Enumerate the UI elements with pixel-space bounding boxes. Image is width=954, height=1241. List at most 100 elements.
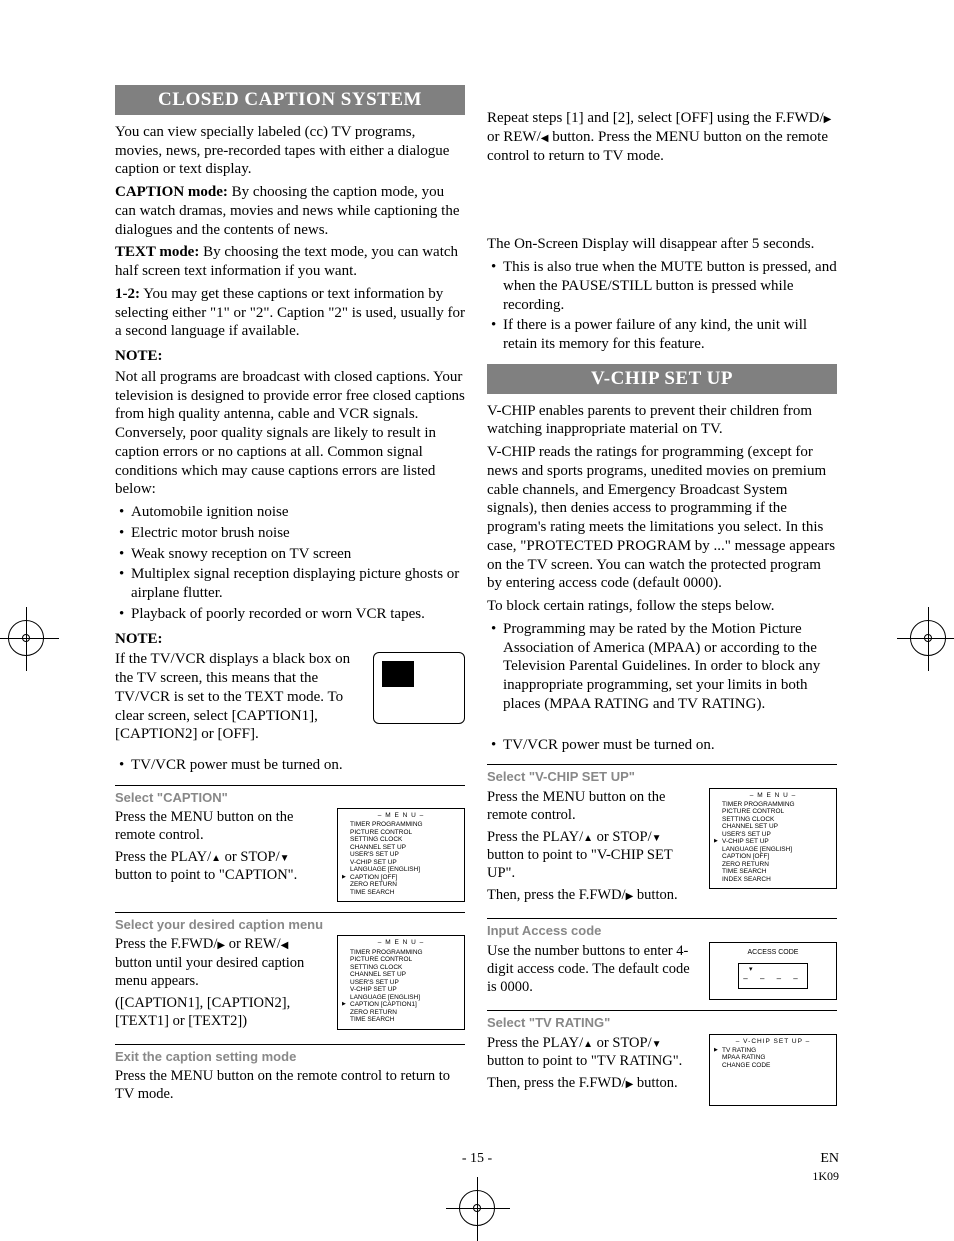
menu-item: SETTING CLOCK xyxy=(342,964,460,971)
one-two-label: 1-2: xyxy=(115,286,140,302)
stop-down-icon xyxy=(280,848,290,866)
menu-item: CHANNEL SET UP xyxy=(342,971,460,978)
tv-screen-icon xyxy=(373,652,465,724)
vchip-step3: Select "TV RATING" Press the PLAY/ or ST… xyxy=(487,1010,837,1105)
note-heading: NOTE: xyxy=(115,347,465,366)
note2-block: If the TV/VCR displays a black box on th… xyxy=(115,650,465,748)
menu-item: PICTURE CONTROL xyxy=(342,956,460,963)
osd-text: The On-Screen Display will disappear aft… xyxy=(487,235,837,254)
vchip-intro2: V-CHIP reads the ratings for programming… xyxy=(487,443,837,593)
list-item: Automobile ignition noise xyxy=(115,503,465,522)
menu-item: USER'S SET UP xyxy=(342,851,460,858)
vchip-step2-title: Input Access code xyxy=(487,923,837,939)
note-text: Not all programs are broadcast with clos… xyxy=(115,368,465,499)
menu-item: TIMER PROGRAMMING xyxy=(342,949,460,956)
rew-left-icon xyxy=(281,935,289,953)
menu-item: ZERO RETURN xyxy=(342,881,460,888)
play-up-icon xyxy=(583,1034,593,1052)
menu-item: V-CHIP SET UP xyxy=(342,859,460,866)
list-item: Playback of poorly recorded or worn VCR … xyxy=(115,605,465,624)
menu-item: TIMER PROGRAMMING xyxy=(342,821,460,828)
text-mode: TEXT mode: By choosing the text mode, yo… xyxy=(115,243,465,281)
caption-mode: CAPTION mode: By choosing the caption mo… xyxy=(115,183,465,239)
stop-down-icon xyxy=(652,828,662,846)
menu-item: LANGUAGE [ENGLISH] xyxy=(714,846,832,853)
cc-step1-text: Press the MENU button on the remote cont… xyxy=(115,808,329,889)
play-up-icon xyxy=(211,848,221,866)
stop-down-icon xyxy=(652,1034,662,1052)
menu-box-caption1: – M E N U – TIMER PROGRAMMINGPICTURE CON… xyxy=(337,935,465,1029)
repeat-text: Repeat steps [1] and [2], select [OFF] u… xyxy=(487,109,837,165)
vchip-step3-title: Select "TV RATING" xyxy=(487,1015,837,1031)
menu-item: TV RATING xyxy=(714,1047,832,1054)
cc-step1: Select "CAPTION" Press the MENU button o… xyxy=(115,785,465,902)
section-header-cc: CLOSED CAPTION SYSTEM xyxy=(115,85,465,115)
menu-item: TIME SEARCH xyxy=(342,889,460,896)
menu-item: CAPTION [OFF] xyxy=(714,853,832,860)
cc-intro: You can view specially labeled (cc) TV p… xyxy=(115,123,465,179)
vchip-step2-text: Use the number buttons to enter 4-digit … xyxy=(487,942,701,1000)
menu-box-vchip: – M E N U – TIMER PROGRAMMINGPICTURE CON… xyxy=(709,788,837,890)
vchip-power-bullet: TV/VCR power must be turned on. xyxy=(487,736,837,755)
power-bullet-list: TV/VCR power must be turned on. xyxy=(115,756,465,775)
menu-item: ZERO RETURN xyxy=(342,1009,460,1016)
menu-item: LANGUAGE [ENGLISH] xyxy=(342,994,460,1001)
note-bullets: Automobile ignition noise Electric motor … xyxy=(115,503,465,624)
caption-mode-label: CAPTION mode: xyxy=(115,184,228,200)
list-item: Electric motor brush noise xyxy=(115,524,465,543)
left-column: CLOSED CAPTION SYSTEM You can view speci… xyxy=(115,85,465,1145)
vchip-power-list: TV/VCR power must be turned on. xyxy=(487,736,837,755)
menu-box-caption-off: – M E N U – TIMER PROGRAMMINGPICTURE CON… xyxy=(337,808,465,902)
cc-step1-title: Select "CAPTION" xyxy=(115,790,465,806)
menu-item: CHANNEL SET UP xyxy=(714,823,832,830)
ffwd-right-icon xyxy=(824,109,832,128)
registration-mark-icon xyxy=(910,620,946,656)
section-header-vchip: V-CHIP SET UP xyxy=(487,364,837,394)
play-up-icon xyxy=(583,828,593,846)
list-item: This is also true when the MUTE button i… xyxy=(487,258,837,314)
code-dashes: – – – – xyxy=(739,974,807,984)
cc-step2: Select your desired caption menu Press t… xyxy=(115,912,465,1034)
vchip-bullet-list: Programming may be rated by the Motion P… xyxy=(487,620,837,714)
text-mode-label: TEXT mode: xyxy=(115,244,199,260)
page-number: - 15 - xyxy=(115,1150,839,1168)
vchip-step1-title: Select "V-CHIP SET UP" xyxy=(487,769,837,785)
menu-item: SETTING CLOCK xyxy=(342,836,460,843)
vchip-intro3: To block certain ratings, follow the ste… xyxy=(487,597,837,616)
menu-item: TIME SEARCH xyxy=(342,1016,460,1023)
list-item: Weak snowy reception on TV screen xyxy=(115,545,465,564)
menu-item: USER'S SET UP xyxy=(714,831,832,838)
cc-step3: Exit the caption setting mode Press the … xyxy=(115,1044,465,1104)
menu-item: MPAA RATING xyxy=(714,1054,832,1061)
menu-item: CAPTION [OFF] xyxy=(342,874,460,881)
cc-step2-text: Press the F.FWD/ or REW/ button until yo… xyxy=(115,935,329,1034)
vchip-bullet: Programming may be rated by the Motion P… xyxy=(487,620,837,714)
menu-item: PICTURE CONTROL xyxy=(714,808,832,815)
menu-item: INDEX SEARCH xyxy=(714,876,832,883)
right-column: Repeat steps [1] and [2], select [OFF] u… xyxy=(487,85,837,1145)
list-item: Multiplex signal reception displaying pi… xyxy=(115,565,465,603)
vchip-setup-box: – V-CHIP SET UP – TV RATINGMPAA RATINGCH… xyxy=(709,1034,837,1106)
vchip-step2: Input Access code Use the number buttons… xyxy=(487,918,837,1000)
cc-step2-title: Select your desired caption menu xyxy=(115,917,465,933)
registration-mark-icon xyxy=(8,620,44,656)
menu-item: V-CHIP SET UP xyxy=(342,986,460,993)
vchip-step1-text: Press the MENU button on the remote cont… xyxy=(487,788,701,909)
vchip-step1: Select "V-CHIP SET UP" Press the MENU bu… xyxy=(487,764,837,908)
registration-mark-icon xyxy=(459,1190,495,1226)
menu-item: ZERO RETURN xyxy=(714,861,832,868)
menu-item: CAPTION [CAPTION1] xyxy=(342,1001,460,1008)
power-bullet: TV/VCR power must be turned on. xyxy=(115,756,465,775)
menu-item: TIME SEARCH xyxy=(714,868,832,875)
menu-item: CHANGE CODE xyxy=(714,1062,832,1069)
menu-item: V-CHIP SET UP xyxy=(714,838,832,845)
code-entry-frame: ▾ – – – – xyxy=(738,963,808,989)
menu-item: TIMER PROGRAMMING xyxy=(714,801,832,808)
menu-item: PICTURE CONTROL xyxy=(342,829,460,836)
menu-item: USER'S SET UP xyxy=(342,979,460,986)
menu-item: CHANNEL SET UP xyxy=(342,844,460,851)
menu-item: LANGUAGE [ENGLISH] xyxy=(342,866,460,873)
access-code-label: ACCESS CODE xyxy=(714,949,832,958)
cc-step3-title: Exit the caption setting mode xyxy=(115,1049,465,1065)
osd-bullets: This is also true when the MUTE button i… xyxy=(487,258,837,354)
